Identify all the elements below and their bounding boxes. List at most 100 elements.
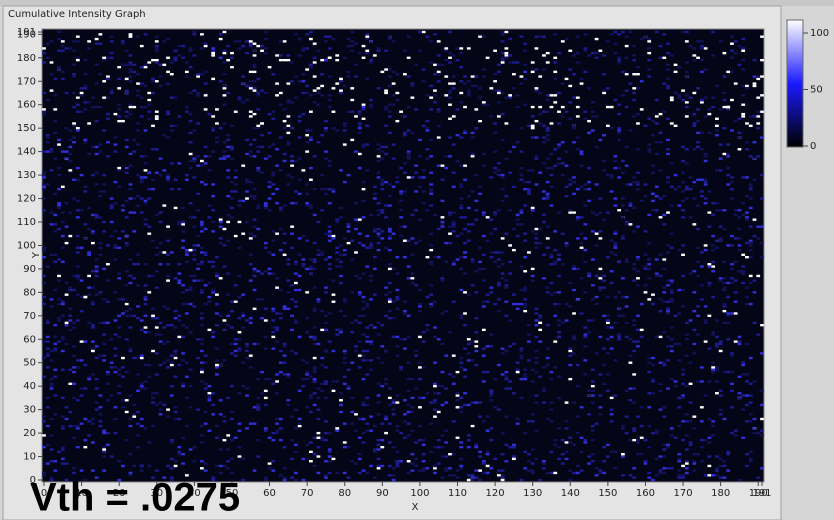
heatmap-cell xyxy=(700,406,704,408)
heatmap-cell xyxy=(159,401,163,403)
heatmap-cell xyxy=(305,291,309,293)
heatmap-cell xyxy=(275,188,279,190)
heatmap-cell xyxy=(474,317,478,319)
heatmap-cell xyxy=(629,399,633,401)
heatmap-cell xyxy=(309,265,313,267)
heatmap-cell xyxy=(531,230,535,232)
heatmap-cell xyxy=(674,64,678,66)
heatmap-cell xyxy=(174,57,178,59)
heatmap-cell xyxy=(61,235,65,237)
heatmap-cell xyxy=(65,242,69,244)
heatmap-cell xyxy=(659,390,663,392)
heatmap-cell xyxy=(723,75,727,77)
heatmap-cell xyxy=(95,43,99,45)
heatmap-cell xyxy=(215,359,219,361)
heatmap-cell xyxy=(441,404,445,406)
heatmap-cell xyxy=(211,52,215,54)
heatmap-cell xyxy=(587,120,591,122)
heatmap-cell xyxy=(302,169,306,171)
heatmap-cell xyxy=(418,31,422,33)
heatmap-cell xyxy=(486,57,490,59)
heatmap-cell xyxy=(76,127,80,129)
heatmap-cell xyxy=(550,122,554,124)
heatmap-cell xyxy=(377,143,381,145)
heatmap-cell xyxy=(185,251,189,253)
heatmap-cell xyxy=(332,190,336,192)
heatmap-cell xyxy=(474,209,478,211)
heatmap-cell xyxy=(388,237,392,239)
heatmap-cell xyxy=(546,286,550,288)
heatmap-cell xyxy=(46,136,50,138)
heatmap-cell xyxy=(572,472,576,474)
heatmap-cell xyxy=(162,326,166,328)
heatmap-cell xyxy=(395,425,399,427)
heatmap-cell xyxy=(114,113,118,115)
heatmap-cell xyxy=(264,427,268,429)
heatmap-cell xyxy=(50,73,54,75)
heatmap-cell xyxy=(745,373,749,375)
heatmap-cell xyxy=(91,423,95,425)
heatmap-cell xyxy=(204,355,208,357)
heatmap-cell xyxy=(332,458,336,460)
heatmap-cell xyxy=(610,240,614,242)
heatmap-cell xyxy=(478,247,482,249)
heatmap-cell xyxy=(516,214,520,216)
heatmap-cell xyxy=(313,371,317,373)
heatmap-cell xyxy=(256,92,260,94)
heatmap-cell xyxy=(407,362,411,364)
heatmap-cell xyxy=(610,451,614,453)
heatmap-cell xyxy=(110,455,114,457)
heatmap-cell xyxy=(313,392,317,394)
heatmap-cell xyxy=(317,87,321,89)
heatmap-cell xyxy=(745,420,749,422)
heatmap-cell xyxy=(723,310,727,312)
heatmap-cell xyxy=(57,188,61,190)
heatmap-cell xyxy=(696,120,700,122)
heatmap-cell xyxy=(384,415,388,417)
heatmap-cell xyxy=(583,326,587,328)
heatmap-cell xyxy=(557,52,561,54)
heatmap-cell xyxy=(501,188,505,190)
heatmap-cell xyxy=(181,324,185,326)
heatmap-cell xyxy=(144,64,148,66)
heatmap-cell xyxy=(230,411,234,413)
heatmap-cell xyxy=(738,479,742,481)
heatmap-cell xyxy=(129,183,133,185)
heatmap-cell xyxy=(241,362,245,364)
heatmap-cell xyxy=(459,268,463,270)
heatmap-cell xyxy=(610,282,614,284)
heatmap-cell xyxy=(610,397,614,399)
heatmap-cell xyxy=(271,432,275,434)
heatmap-cell xyxy=(87,376,91,378)
heatmap-cell xyxy=(380,465,384,467)
heatmap-cell xyxy=(151,92,155,94)
heatmap-cell xyxy=(422,366,426,368)
heatmap-cell xyxy=(200,226,204,228)
heatmap-cell xyxy=(136,143,140,145)
heatmap-cell xyxy=(50,305,54,307)
heatmap-cell xyxy=(65,418,69,420)
heatmap-cell xyxy=(459,66,463,68)
heatmap-cell xyxy=(117,298,121,300)
heatmap-cell xyxy=(328,455,332,457)
heatmap-cell xyxy=(125,242,129,244)
heatmap-cell xyxy=(91,230,95,232)
heatmap-cell xyxy=(61,397,65,399)
heatmap-cell xyxy=(155,373,159,375)
heatmap-cell xyxy=(290,476,294,478)
heatmap-cell xyxy=(211,78,215,80)
heatmap-cell xyxy=(215,364,219,366)
heatmap-cell xyxy=(632,439,636,441)
heatmap-cell xyxy=(95,401,99,403)
heatmap-cell xyxy=(95,378,99,380)
heatmap-cell xyxy=(444,430,448,432)
heatmap-cell xyxy=(565,242,569,244)
heatmap-cell xyxy=(666,181,670,183)
heatmap-cell xyxy=(734,209,738,211)
heatmap-cell xyxy=(512,444,516,446)
heatmap-cell xyxy=(140,469,144,471)
heatmap-cell xyxy=(542,162,546,164)
heatmap-cell xyxy=(568,364,572,366)
heatmap-cell xyxy=(456,235,460,237)
heatmap-cell xyxy=(256,397,260,399)
